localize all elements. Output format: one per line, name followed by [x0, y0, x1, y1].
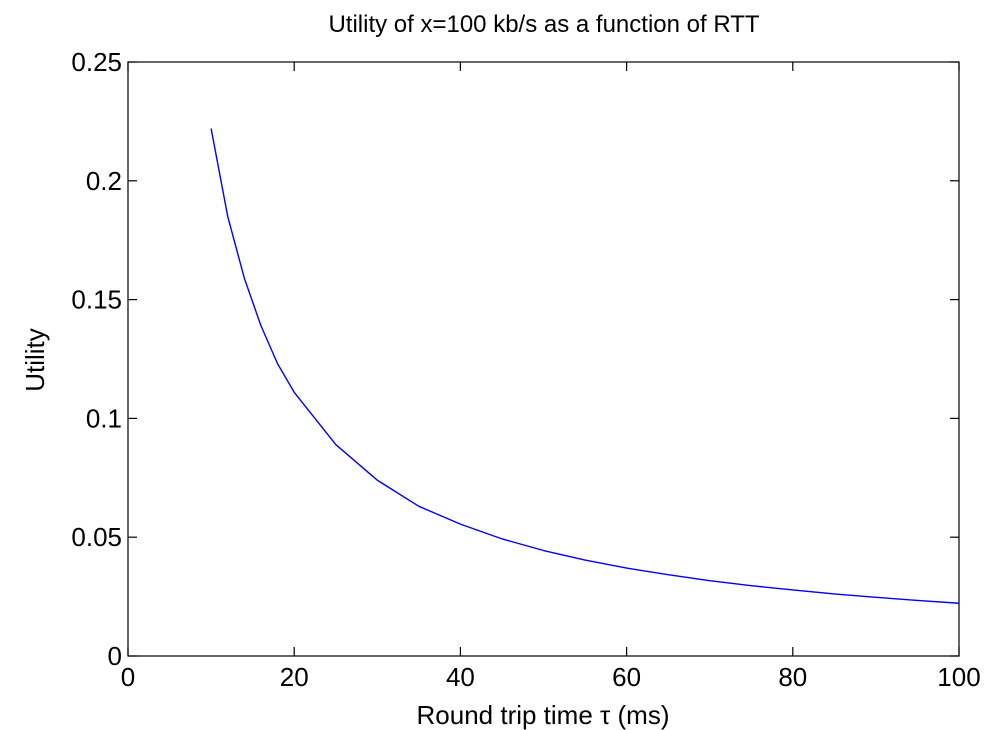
y-tick-label: 0.1: [86, 403, 122, 433]
x-tick-label: 60: [612, 662, 641, 692]
x-axis-title: Round trip time τ (ms): [417, 700, 670, 730]
x-tick-label: 80: [778, 662, 807, 692]
x-tick-label: 40: [446, 662, 475, 692]
y-tick-label: 0.25: [71, 47, 122, 77]
chart-title: Utility of x=100 kb/s as a function of R…: [328, 11, 759, 38]
axis-ticks: 0 20 40 60 80 100 0 0.05 0.1 0.15 0.2 0.25: [71, 47, 980, 692]
y-tick-label: 0.2: [86, 166, 122, 196]
series-group: [210, 128, 960, 604]
y-tick-label: 0.05: [71, 522, 122, 552]
plot-area: [127, 61, 960, 657]
x-tick-label: 0: [121, 662, 135, 692]
y-axis-title: Utility: [20, 328, 50, 392]
x-tick-label: 20: [280, 662, 309, 692]
y-tick-label: 0.15: [71, 285, 122, 315]
y-tick-label: 0: [108, 641, 122, 671]
x-tick-label: 100: [937, 662, 980, 692]
series-line: [210, 128, 960, 604]
